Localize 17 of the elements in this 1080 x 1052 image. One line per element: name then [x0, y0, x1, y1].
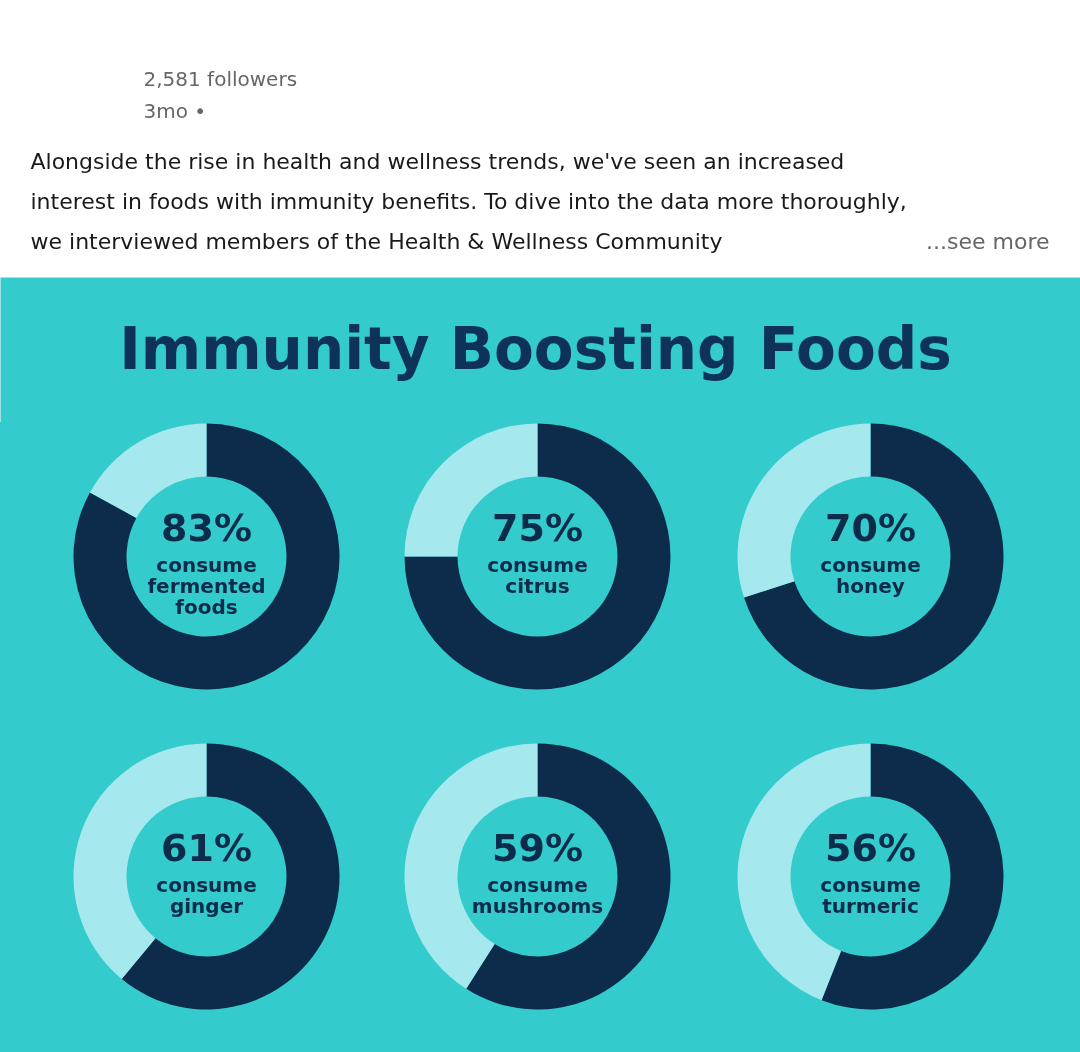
data-label: 75%	[492, 505, 583, 550]
text: ...see more	[926, 229, 1050, 254]
data-label: 59%	[492, 825, 583, 870]
slice-label: consume citrus	[487, 552, 588, 598]
slice-label: consume mushrooms	[471, 872, 604, 918]
data-label: 83%	[161, 505, 252, 550]
slice-label: consume turmeric	[820, 872, 921, 918]
text: Alongside the rise in health and wellness trends, we've seen an increased interest in foods with immunity benefits. To dive into the data more thoroughly, we interviewed members of the Health & Wellness Community	[30, 149, 907, 254]
data-label: 56%	[825, 825, 916, 870]
text: 3mo •	[143, 98, 207, 123]
slice-label: consume fermented foods	[147, 552, 266, 619]
data-label: 70%	[825, 505, 916, 550]
text: Immunity Boosting Foods	[119, 314, 952, 383]
slice-label: consume ginger	[156, 872, 257, 918]
data-label: 61%	[161, 825, 252, 870]
text: 2,581 followers	[143, 66, 298, 91]
slice-label: consume honey	[820, 552, 921, 598]
